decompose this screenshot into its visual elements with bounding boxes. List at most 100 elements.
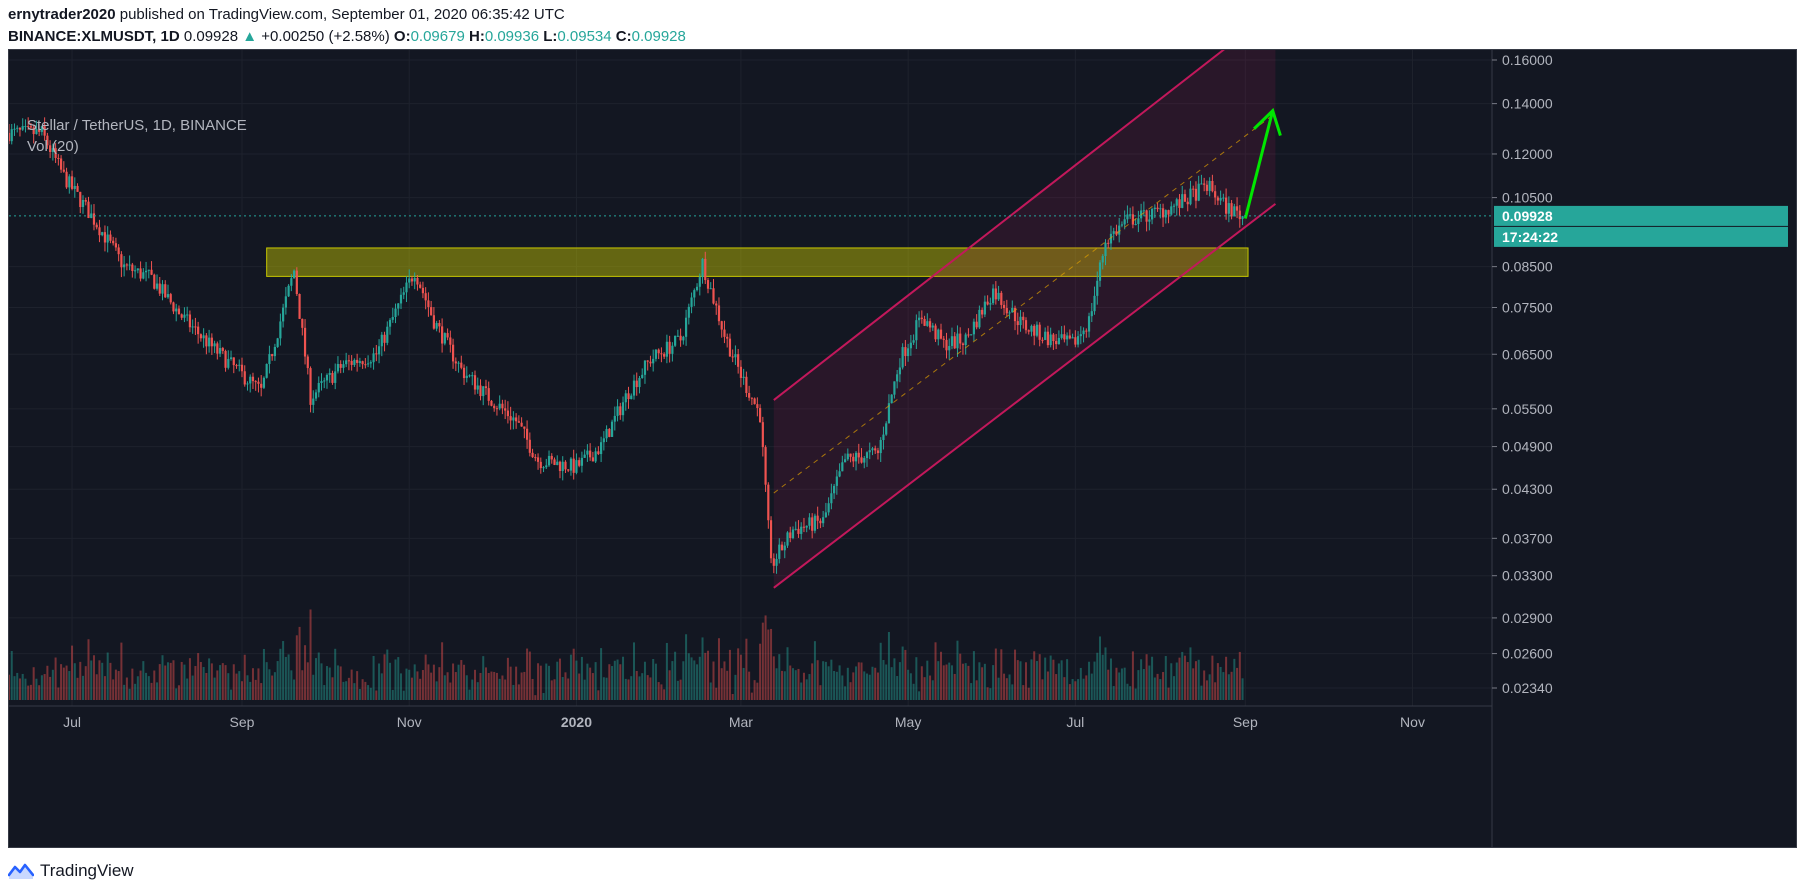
candle bbox=[24, 119, 27, 133]
candle-body bbox=[306, 356, 309, 369]
chart-area[interactable]: 0.16000 0.14000 0.12000 0.10500 0.08500 0.075… bbox=[8, 49, 1797, 848]
candle bbox=[923, 315, 926, 327]
candle bbox=[361, 360, 364, 369]
candle bbox=[1060, 326, 1063, 340]
candle-body bbox=[331, 372, 334, 383]
volume-bar bbox=[273, 672, 276, 700]
volume-bar bbox=[811, 663, 814, 700]
candle bbox=[972, 318, 976, 342]
candle bbox=[271, 353, 274, 361]
volume-bar bbox=[29, 684, 32, 700]
candle bbox=[147, 269, 150, 279]
candle-body bbox=[221, 348, 224, 351]
candle-body bbox=[1107, 242, 1110, 244]
candle-body bbox=[728, 338, 732, 357]
candle bbox=[800, 522, 803, 540]
candle bbox=[660, 347, 663, 363]
candle-body bbox=[578, 460, 581, 466]
candle-body bbox=[805, 525, 808, 528]
candle-body bbox=[857, 452, 860, 458]
candle-body bbox=[139, 268, 142, 279]
candle bbox=[536, 453, 540, 470]
candle-body bbox=[909, 342, 912, 349]
price-tick-label: 0.07500 bbox=[1502, 300, 1553, 316]
volume-bar bbox=[553, 679, 556, 700]
volume-bar bbox=[378, 663, 381, 700]
tradingview-logo-icon[interactable] bbox=[8, 861, 34, 881]
candle bbox=[221, 346, 224, 354]
volume-bar bbox=[967, 665, 970, 700]
candle bbox=[125, 263, 128, 271]
candle-body bbox=[364, 364, 367, 366]
volume-bar bbox=[498, 678, 501, 700]
volume-bar bbox=[254, 679, 257, 700]
candle-body bbox=[1071, 337, 1074, 339]
candle bbox=[561, 456, 564, 481]
volume-bar bbox=[934, 642, 937, 700]
volume-bar bbox=[674, 651, 677, 700]
candle bbox=[1101, 254, 1104, 270]
candle-body bbox=[479, 385, 482, 397]
volume-bar bbox=[103, 676, 106, 700]
candle bbox=[794, 521, 797, 531]
candle-body bbox=[1241, 216, 1244, 220]
candle-body bbox=[161, 284, 164, 294]
volume-bar bbox=[709, 682, 712, 700]
candle-body bbox=[994, 288, 997, 300]
volume-bar bbox=[690, 657, 693, 700]
candle-body bbox=[764, 447, 767, 485]
candle-body bbox=[583, 454, 586, 458]
volume-bar bbox=[482, 656, 485, 700]
candle bbox=[81, 195, 85, 214]
volume-bar bbox=[1189, 647, 1192, 700]
volume-bar bbox=[937, 661, 940, 700]
candle-body bbox=[441, 326, 444, 344]
candle bbox=[761, 416, 764, 457]
candle bbox=[79, 191, 82, 214]
candle-body bbox=[49, 145, 52, 152]
candle bbox=[621, 396, 625, 422]
volume-bar bbox=[953, 673, 956, 700]
candle bbox=[1203, 177, 1206, 192]
candle bbox=[1071, 333, 1074, 339]
volume-bar bbox=[838, 665, 841, 700]
candle bbox=[1172, 203, 1176, 214]
volume-bar bbox=[221, 663, 224, 700]
candle bbox=[430, 300, 433, 316]
candle bbox=[580, 451, 584, 473]
volume-bar bbox=[449, 682, 452, 700]
volume-bar bbox=[1093, 661, 1096, 700]
volume-bar bbox=[347, 677, 350, 700]
volume-bar bbox=[632, 642, 635, 700]
author-name[interactable]: ernytrader2020 bbox=[8, 6, 116, 23]
price-chart[interactable]: 0.16000 0.14000 0.12000 0.10500 0.08500 0.075… bbox=[9, 50, 1796, 847]
high-value: 0.09936 bbox=[484, 28, 540, 45]
candle bbox=[550, 453, 553, 464]
candle bbox=[394, 303, 397, 324]
volume-bar bbox=[295, 635, 298, 700]
volume-bar bbox=[9, 674, 10, 700]
candle-body bbox=[87, 201, 90, 219]
candle bbox=[1044, 327, 1047, 341]
candle bbox=[43, 117, 46, 141]
candle-body bbox=[822, 517, 825, 524]
candle-body bbox=[265, 363, 268, 378]
footer-brand[interactable]: TradingView bbox=[40, 861, 134, 880]
volume-bar bbox=[457, 664, 460, 700]
candle bbox=[416, 274, 419, 291]
candle-body bbox=[1082, 330, 1085, 335]
candle-body bbox=[133, 270, 137, 272]
volume-bar bbox=[416, 671, 419, 700]
candle-body bbox=[257, 381, 260, 384]
chart-legend-title[interactable]: Stellar / TetherUS, 1D, BINANCE bbox=[27, 117, 247, 134]
candle bbox=[1241, 215, 1244, 226]
candle bbox=[690, 292, 693, 314]
volume-legend[interactable]: Vol (20) bbox=[27, 138, 79, 155]
candle bbox=[177, 305, 181, 315]
volume-bar bbox=[679, 679, 682, 700]
volume-bar bbox=[1016, 660, 1019, 700]
candle bbox=[265, 363, 268, 379]
price-tick-label: 0.05500 bbox=[1502, 401, 1553, 417]
candle bbox=[68, 174, 71, 194]
volume-bar bbox=[504, 679, 507, 700]
